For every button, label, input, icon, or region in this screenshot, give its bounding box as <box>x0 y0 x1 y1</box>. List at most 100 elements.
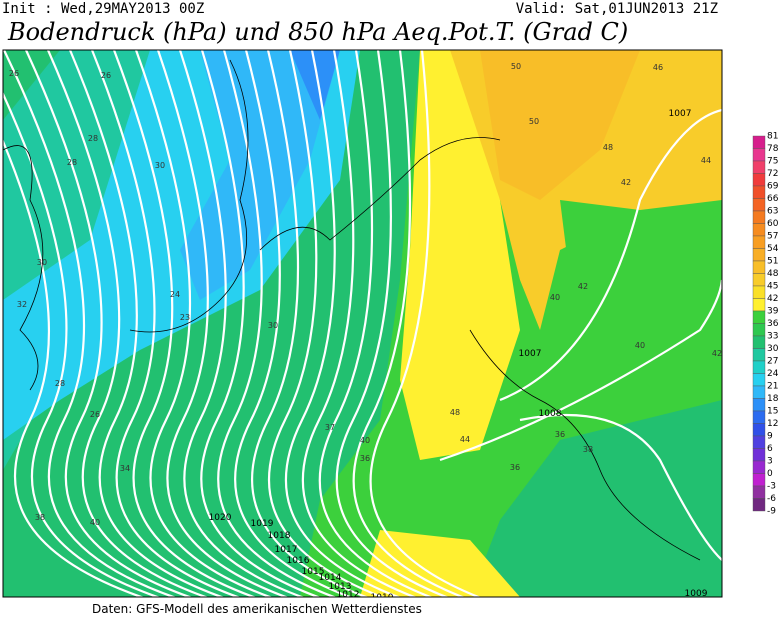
theta-label: 37 <box>325 423 335 432</box>
colorbar-label: 18 <box>767 394 779 404</box>
colorbar-swatch <box>752 223 766 237</box>
colorbar-swatch <box>752 360 766 374</box>
colorbar-swatch <box>752 148 766 162</box>
colorbar-swatch <box>752 135 766 149</box>
colorbar-label: 57 <box>767 232 778 242</box>
isobar <box>3 50 177 597</box>
isobar <box>217 50 338 597</box>
isobar <box>3 138 145 597</box>
theta-label: 26 <box>101 71 111 80</box>
theta-label: 40 <box>90 518 100 527</box>
colorbar-label: 54 <box>767 244 779 254</box>
theta-label: 30 <box>155 161 165 170</box>
coastlines <box>3 59 701 561</box>
colorbar-label: 3 <box>767 457 773 467</box>
field-deep-blue <box>290 50 340 120</box>
colorbar-label: 39 <box>767 307 779 317</box>
colorbar-swatch <box>752 373 766 387</box>
theta-label: 36 <box>555 430 565 439</box>
colorbar-swatch <box>752 198 766 212</box>
colorbar-swatch <box>752 285 766 299</box>
colorbar-swatch <box>752 335 766 349</box>
isobar-label: 1009 <box>685 589 708 599</box>
isobar <box>499 108 722 402</box>
colorbar-swatch <box>752 185 766 199</box>
theta-label: 28 <box>88 134 98 143</box>
colorbar-swatch <box>752 248 766 262</box>
colorbar-label: 75 <box>767 157 778 167</box>
theta-label: 30 <box>268 321 278 330</box>
colorbar-label: 69 <box>767 182 779 192</box>
colorbar-label: 63 <box>767 207 778 217</box>
map-area: 1020101910181017101610151014101310121011… <box>3 50 722 599</box>
field-orange-dark <box>480 50 640 200</box>
colorbar-label: 42 <box>767 294 778 304</box>
colorbar-label: 33 <box>767 332 778 342</box>
isobar <box>251 50 370 597</box>
colorbar-swatch <box>752 260 766 274</box>
theta-label: 46 <box>653 63 663 72</box>
theta-label: 38 <box>35 513 45 522</box>
theta-label: 32 <box>17 300 27 309</box>
theta-label: 28 <box>55 379 65 388</box>
isobar <box>112 50 258 597</box>
colorbar-label: -3 <box>767 482 776 492</box>
theta-label: 48 <box>603 143 613 152</box>
isobar <box>352 50 466 597</box>
colorbar-label: -6 <box>767 494 776 504</box>
isobar-label: 1017 <box>275 545 298 555</box>
theta-label: 28 <box>67 158 77 167</box>
valid-time: Valid: Sat,01JUN2013 21Z <box>516 1 718 17</box>
isobar-label: 1007 <box>669 109 692 119</box>
isobar <box>68 50 226 597</box>
colorbar-swatch <box>752 498 766 512</box>
colorbar-label: 45 <box>767 282 778 292</box>
coastline <box>259 137 501 251</box>
colorbar-label: 72 <box>767 169 778 179</box>
colorbar-label: 24 <box>767 369 779 379</box>
colorbar-label: 48 <box>767 269 779 279</box>
colorbar-label: 15 <box>767 407 778 417</box>
isobar <box>268 50 386 597</box>
colorbar-label: 36 <box>767 319 779 329</box>
colorbar-label: 78 <box>767 144 779 154</box>
isobar-label: 1020 <box>209 513 232 523</box>
isobar-label: 1014 <box>319 573 342 583</box>
isobar <box>439 279 722 462</box>
theta-label: 42 <box>712 349 722 358</box>
colorbar-swatch <box>752 423 766 437</box>
colorbar-swatch <box>752 298 766 312</box>
colorbar-swatch <box>752 473 766 487</box>
colorbar-label: 0 <box>767 469 773 479</box>
isobar-label: 1018 <box>268 531 291 541</box>
colorbar-label: 30 <box>767 344 779 354</box>
colorbar-label: 81 <box>767 132 778 142</box>
theta-label: 40 <box>360 436 370 445</box>
colorbar-label: 27 <box>767 357 778 367</box>
field-green-nw <box>3 50 60 120</box>
map-title: Bodendruck (hPa) und 850 hPa Aeq.Pot.T. … <box>7 18 628 46</box>
theta-label: 40 <box>550 293 560 302</box>
field-yellow-south <box>360 530 520 597</box>
isobar <box>318 50 434 597</box>
colorbar-swatch <box>752 173 766 187</box>
colorbar-label: 51 <box>767 257 778 267</box>
colorbar-label: 21 <box>767 382 778 392</box>
colorbar-swatch <box>752 210 766 224</box>
colorbar: 8178757269666360575451484542393633302724… <box>752 132 779 517</box>
isobars <box>3 50 722 597</box>
theta-label: 50 <box>511 62 521 71</box>
isobar <box>335 50 450 597</box>
coastline <box>129 59 249 333</box>
colorbar-swatch <box>752 435 766 449</box>
isobar-label: 1007 <box>519 349 542 359</box>
isobar <box>178 50 306 597</box>
isobar-label: 1008 <box>539 409 562 419</box>
colorbar-label: 60 <box>767 219 779 229</box>
isobar <box>90 50 242 597</box>
isobar <box>284 50 402 597</box>
theta-label: 26 <box>90 410 100 419</box>
colorbar-swatch <box>752 385 766 399</box>
